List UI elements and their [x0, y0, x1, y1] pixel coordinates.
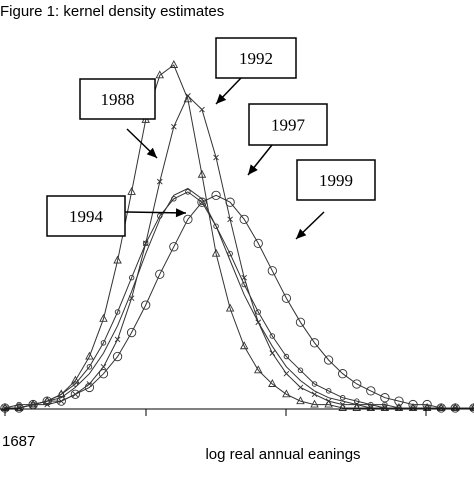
- x-tick-label: 1687: [2, 433, 35, 450]
- data-point-1992: [312, 392, 317, 397]
- data-point-1992: [284, 371, 289, 376]
- callout-1992: 1992: [216, 38, 296, 104]
- callout-arrow-head: [248, 164, 258, 175]
- chart-title: Figure 1: kernel density estimates: [0, 3, 224, 20]
- series-1992: [3, 93, 474, 410]
- callout-label: 1997: [271, 116, 306, 135]
- data-point-1992: [270, 351, 275, 356]
- callout-1988: 1988: [80, 79, 157, 158]
- data-point-1992: [298, 385, 303, 390]
- callout-label: 1994: [69, 207, 104, 226]
- data-point-1992: [199, 107, 204, 112]
- callout-label: 1992: [239, 49, 273, 68]
- callout-1994: 1994: [47, 196, 186, 236]
- callout-label: 1988: [101, 90, 135, 109]
- callout-arrow-head: [176, 208, 186, 217]
- series-line-1992: [5, 96, 474, 408]
- x-axis-ticks: [5, 409, 426, 416]
- data-point-1992: [101, 364, 106, 369]
- callout-1999: 1999: [296, 160, 375, 239]
- x-axis-label: log real annual eanings: [205, 446, 360, 463]
- callout-label: 1999: [319, 171, 353, 190]
- data-point-1992: [115, 337, 120, 342]
